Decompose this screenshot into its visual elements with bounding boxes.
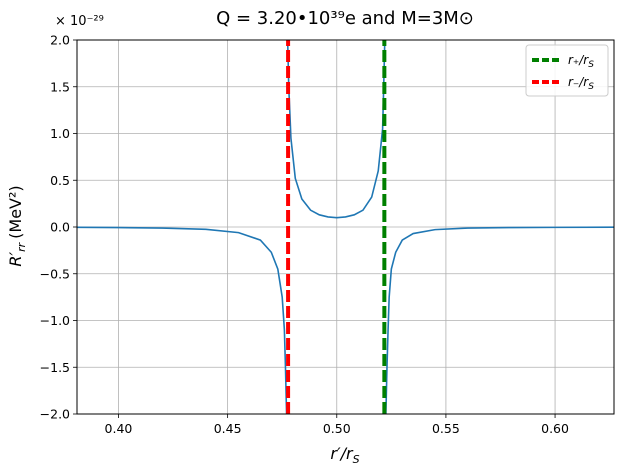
curve-branch [385,226,614,414]
x-tick-label: 0.40 [105,421,133,436]
x-tick-label: 0.55 [432,421,460,436]
legend-label-r-plus-main: r₊/r [568,53,589,67]
legend-label-r-plus-sub: S [588,60,594,70]
x-tick-label: 0.50 [323,421,351,436]
y-axis-label-sub: rr [15,241,28,252]
y-tick-label: 0.5 [50,173,70,188]
legend: r₊/rS r₋/rS [525,44,609,97]
legend-label-r-minus: r₋/rS [568,75,594,92]
curve-branch [286,40,386,219]
chart-title: Q = 3.20•10³⁹e and M=3M⊙ [216,8,474,29]
y-tick-label: −1.0 [40,313,70,328]
ticks: 0.40 0.45 0.50 0.55 0.60 −2.0 −1.5 −1.0 −0.5 0.0 0… [40,33,569,437]
y-tick-label: −0.5 [40,266,70,281]
y-axis-label-unit: (MeV²) [6,185,25,239]
y-axis-label-main: R′ [6,252,25,267]
y-axis-label: R′rr (MeV²) [6,185,28,266]
y-tick-label: 2.0 [50,33,70,48]
legend-label-r-minus-sub: S [588,82,594,92]
y-tick-label: 0.0 [50,220,70,235]
x-axis-label-main: r′/r [330,444,354,463]
legend-box [525,44,609,97]
y-tick-label: −1.5 [40,360,70,375]
legend-label-r-minus-main: r₋/r [568,75,589,89]
x-tick-label: 0.60 [541,421,569,436]
y-tick-label: 1.0 [50,126,70,141]
y-tick-label: −2.0 [40,407,70,422]
y-tick-label: 1.5 [50,79,70,94]
plot-area [77,40,614,414]
x-axis-label: r′/rS [330,444,359,464]
x-tick-label: 0.45 [214,421,242,436]
legend-label-r-plus: r₊/rS [568,53,594,70]
x-axis-label-sub: S [353,453,360,464]
curve-branch [77,226,288,414]
y-offset-label: × 10⁻²⁹ [55,14,104,29]
